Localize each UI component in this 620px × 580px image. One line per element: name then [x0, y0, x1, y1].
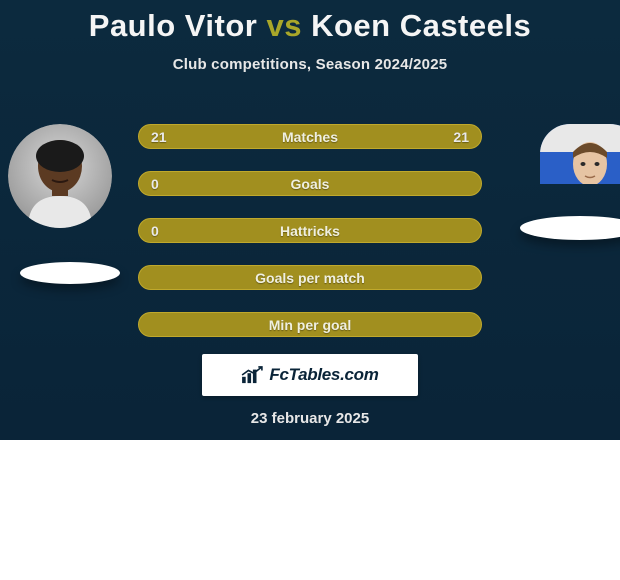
comparison-card: Paulo Vitor vs Koen Casteels Club compet… — [0, 0, 620, 440]
chart-icon — [241, 366, 263, 384]
avatar-right-image — [540, 124, 620, 184]
stat-label: Goals — [291, 176, 330, 192]
date-text: 23 february 2025 — [0, 410, 620, 427]
stat-row: Goals per match — [138, 265, 482, 290]
avatar-left — [8, 124, 112, 228]
stat-value-left: 21 — [151, 129, 171, 145]
stat-label: Hattricks — [280, 223, 340, 239]
stat-value-left: 0 — [151, 223, 171, 239]
stat-label: Matches — [282, 129, 338, 145]
title-player2: Koen Casteels — [311, 8, 531, 43]
avatar-right — [540, 124, 620, 184]
stat-row: 21 Matches 21 — [138, 124, 482, 149]
stat-row: 0 Goals — [138, 171, 482, 196]
stat-label: Min per goal — [269, 317, 351, 333]
page-title: Paulo Vitor vs Koen Casteels — [0, 0, 620, 44]
branding-text: FcTables.com — [269, 365, 378, 385]
title-player1: Paulo Vitor — [89, 8, 258, 43]
title-vs: vs — [266, 8, 301, 43]
stat-row: 0 Hattricks — [138, 218, 482, 243]
stat-value-right: 21 — [449, 129, 469, 145]
avatar-right-shadow — [520, 216, 620, 240]
stat-label: Goals per match — [255, 270, 365, 286]
subtitle: Club competitions, Season 2024/2025 — [0, 56, 620, 73]
stat-value-left: 0 — [151, 176, 171, 192]
avatar-left-image — [8, 124, 112, 228]
stats-list: 21 Matches 21 0 Goals 0 Hattricks Goals per mat… — [138, 124, 482, 337]
stat-row: Min per goal — [138, 312, 482, 337]
branding-box[interactable]: FcTables.com — [202, 354, 418, 396]
avatar-left-shadow — [20, 262, 120, 284]
